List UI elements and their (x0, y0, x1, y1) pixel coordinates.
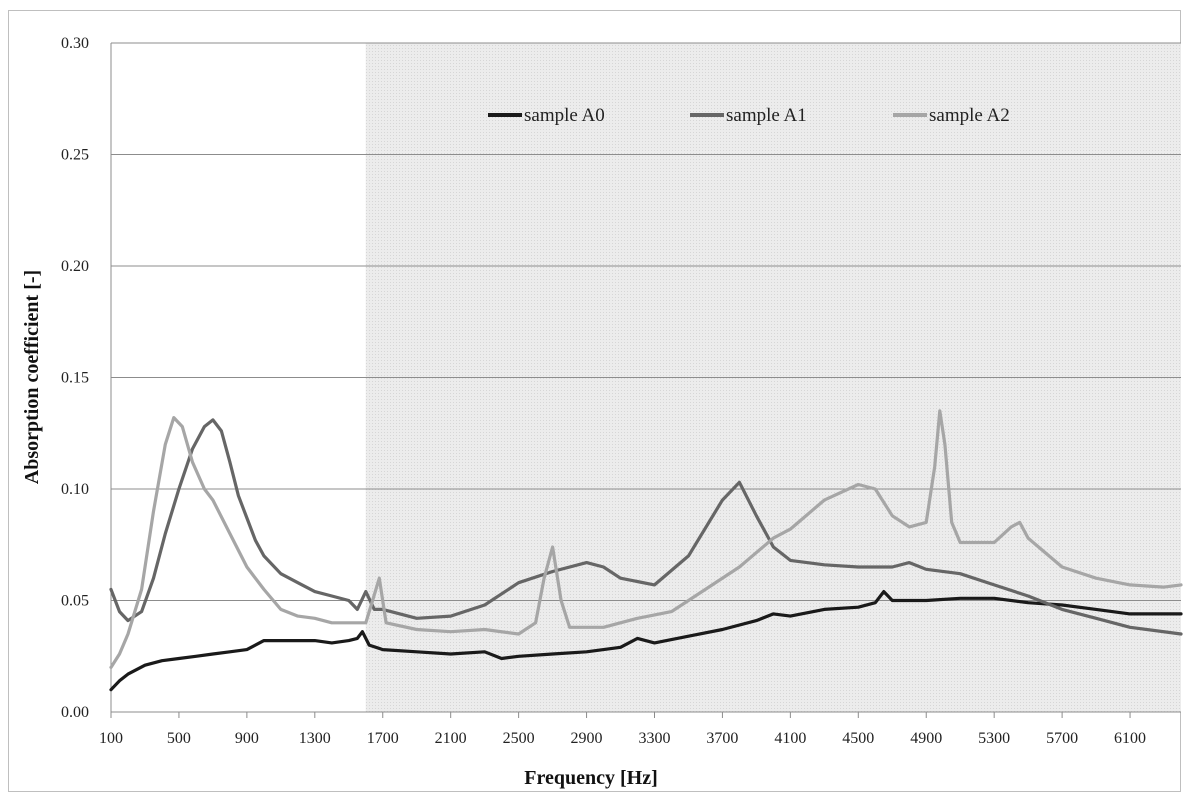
x-tick-label: 4900 (910, 730, 942, 747)
series-lines (109, 409, 1183, 692)
legend-label: sample A0 (524, 105, 605, 126)
y-tick-label: 0.25 (61, 147, 89, 164)
x-axis-title: Frequency [Hz] (524, 767, 658, 789)
series-line-sample-a1 (109, 418, 1183, 636)
x-tick-label: 1300 (299, 730, 331, 747)
y-tick-label: 0.20 (61, 258, 89, 275)
x-tick-labels: 100 500 900 1300 1700 2100 2500 2900 3300 3700 410… (99, 730, 1146, 747)
series-line-sample-a0 (109, 590, 1183, 692)
y-tick-label: 0.10 (61, 481, 89, 498)
y-tick-labels: 0.00 0.05 0.10 0.15 0.20 0.25 0.30 (61, 35, 89, 721)
y-tick-label: 0.05 (61, 593, 89, 610)
x-tick-label: 500 (167, 730, 191, 747)
x-tick-label: 6100 (1114, 730, 1146, 747)
legend-label: sample A1 (726, 105, 807, 126)
y-tick-label: 0.30 (61, 35, 89, 52)
x-tick-label: 900 (235, 730, 259, 747)
x-tick-label: 5700 (1046, 730, 1078, 747)
x-tick-label: 3700 (706, 730, 738, 747)
y-tick-label: 0.15 (61, 370, 89, 387)
x-tick-label: 100 (99, 730, 123, 747)
y-axis-title: Absorption coefficient [-] (21, 270, 43, 484)
x-tick-label: 2100 (435, 730, 467, 747)
legend-label: sample A2 (929, 105, 1010, 126)
x-tick-label: 2900 (571, 730, 603, 747)
legend: sample A0 sample A1 sample A2 (488, 105, 1010, 126)
x-tick-label: 3300 (638, 730, 670, 747)
y-tick-label: 0.00 (61, 704, 89, 721)
x-tick-label: 2500 (503, 730, 535, 747)
x-tick-label: 5300 (978, 730, 1010, 747)
x-tick-label: 1700 (367, 730, 399, 747)
x-tick-label: 4500 (842, 730, 874, 747)
x-tick-label: 4100 (774, 730, 806, 747)
series-line-sample-a2 (109, 409, 1183, 669)
